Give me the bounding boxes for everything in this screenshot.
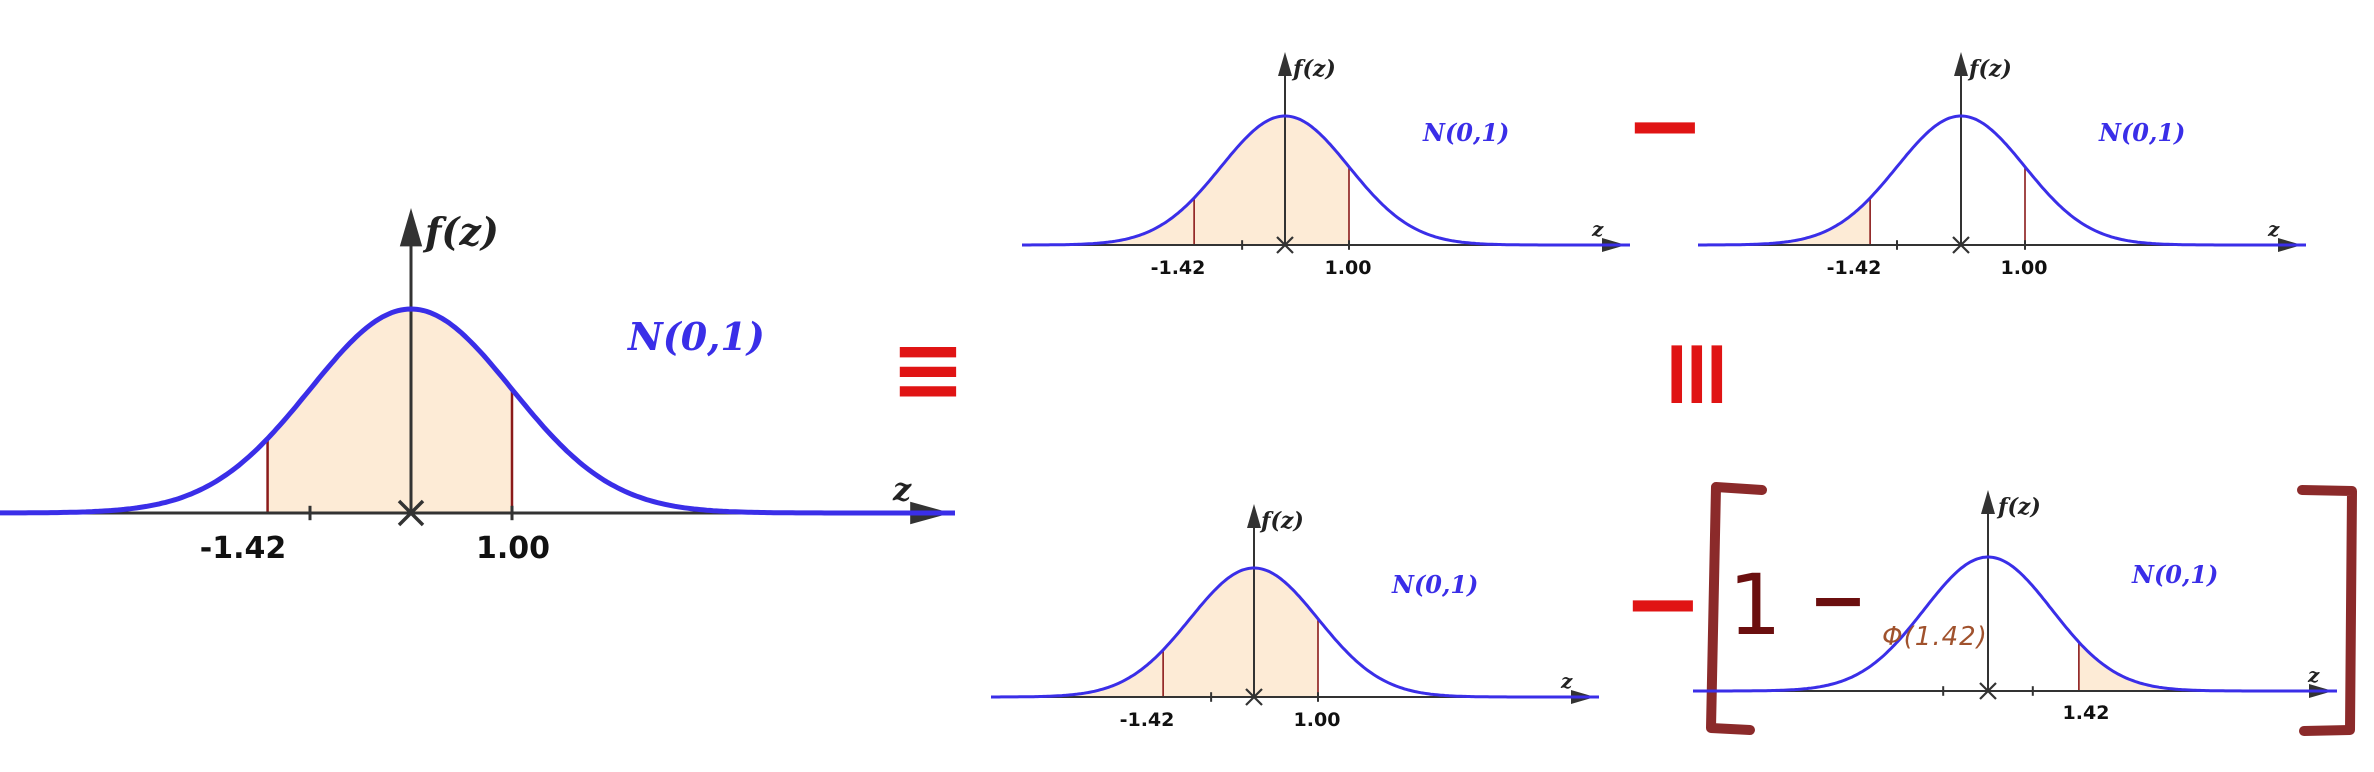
tr-z-label: z [2267, 217, 2280, 241]
origin-cross-icon [397, 499, 425, 527]
origin-cross-icon [1276, 236, 1294, 254]
panel-bottom-left [991, 504, 1599, 706]
bl-z-label: z [1560, 669, 1573, 693]
tr-lower-tick-label: -1.42 [1827, 257, 1882, 279]
tr-dist-label: N(0,1) [2098, 118, 2185, 147]
normal-curve [1698, 114, 2306, 247]
main-fz-label: f(z) [422, 209, 499, 254]
origin-cross-icon [1245, 688, 1263, 706]
y-axis-arrowhead [1981, 490, 1995, 514]
br-dist-label: N(0,1) [2131, 560, 2218, 589]
normal-curve [991, 566, 1599, 699]
tl-dist-label: N(0,1) [1422, 118, 1509, 147]
main-lower-tick-label: -1.42 [200, 531, 286, 566]
tr-upper-tick-label: 1.00 [2001, 257, 2048, 279]
main-upper-tick-label: 1.00 [476, 531, 550, 566]
one-term: 1 [1728, 556, 1781, 654]
bl-lower-tick-label: -1.42 [1120, 709, 1175, 731]
inner-minus-operator: − [1809, 559, 1868, 641]
y-axis-arrowhead [1954, 52, 1968, 76]
panel-top-left [1022, 52, 1630, 254]
normal-curve [1693, 555, 2337, 693]
tr-fz-label: f(z) [1967, 56, 2012, 82]
y-axis-arrowhead [1247, 504, 1261, 528]
minus-operator: − [1625, 69, 1705, 181]
br-fz-label: f(z) [1996, 494, 2041, 520]
normal-curve [0, 306, 955, 516]
main-z-label: z [892, 470, 912, 508]
bl-upper-tick-label: 1.00 [1294, 709, 1341, 731]
tl-z-label: z [1591, 217, 1604, 241]
right-bracket [2297, 485, 2357, 736]
phi-label: Φ(1.42) [1882, 622, 1988, 652]
left-bracket [1706, 482, 1767, 735]
panel-bottom-right [1693, 490, 2337, 700]
tl-fz-label: f(z) [1291, 56, 1336, 82]
origin-cross-icon [1979, 682, 1997, 700]
shaded-area [1022, 116, 1349, 245]
main-dist-label: N(0,1) [627, 314, 765, 359]
shaded-area [991, 568, 1318, 697]
shaded-area [1698, 197, 1871, 245]
origin-cross-icon [1952, 236, 1970, 254]
shaded-area [267, 309, 512, 513]
tl-lower-tick-label: -1.42 [1151, 257, 1206, 279]
bl-fz-label: f(z) [1259, 508, 1304, 534]
br-z-label: z [2307, 663, 2320, 687]
y-axis-arrowhead [1278, 52, 1292, 76]
panel-main [0, 208, 955, 527]
bracket-minus-operator: − [1623, 547, 1703, 659]
y-axis-arrowhead [399, 208, 423, 247]
br-upper-tick-label: 1.42 [2063, 702, 2110, 724]
bl-dist-label: N(0,1) [1391, 570, 1478, 599]
equivalence-sign: ≡ [890, 317, 965, 422]
shaded-area [2078, 642, 2337, 691]
tl-upper-tick-label: 1.00 [1325, 257, 1372, 279]
normal-curve [1022, 114, 1630, 247]
panel-top-right [1698, 52, 2306, 254]
equivalence-sign-vertical: ≡ [1646, 335, 1753, 412]
